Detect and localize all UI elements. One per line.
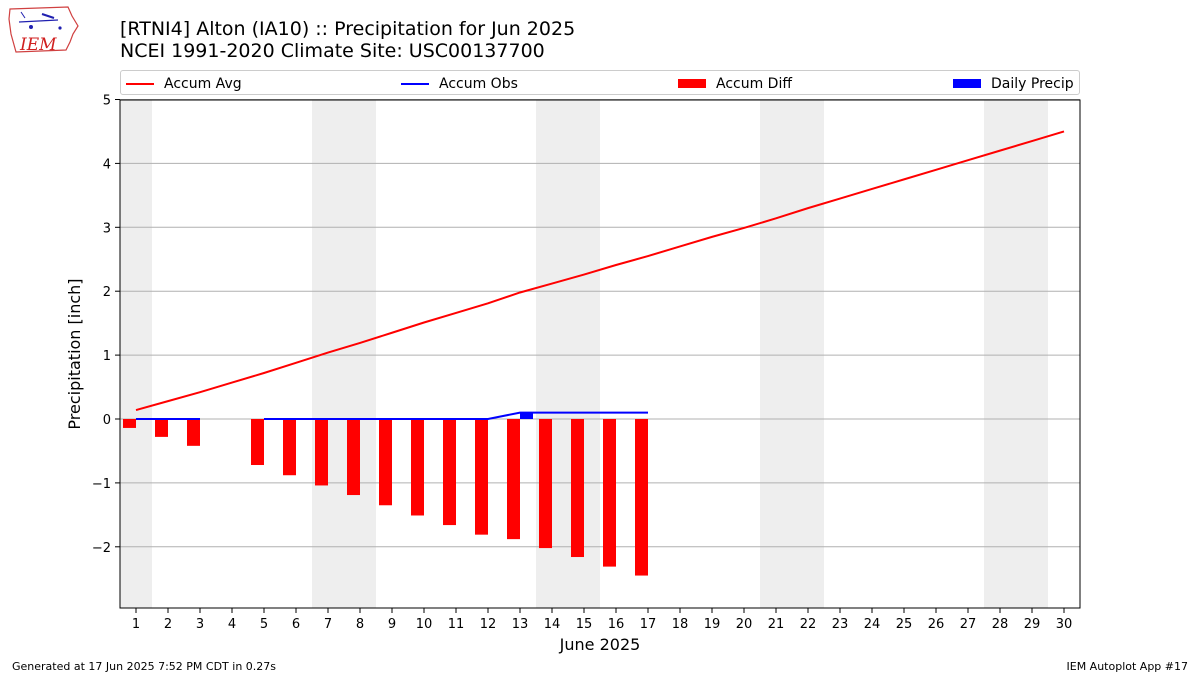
legend-label: Accum Avg bbox=[164, 75, 242, 92]
y-tick-label: 2 bbox=[103, 285, 111, 300]
accum-diff-bar bbox=[603, 419, 616, 567]
y-tick-label: −1 bbox=[92, 477, 111, 492]
x-tick-label: 4 bbox=[228, 617, 236, 632]
y-tick-label: 5 bbox=[103, 94, 111, 109]
chart-title: [RTNI4] Alton (IA10) :: Precipitation fo… bbox=[120, 18, 576, 40]
logo-text: IEM bbox=[19, 35, 57, 55]
accum-diff-bar bbox=[539, 419, 552, 549]
x-tick-label: 18 bbox=[672, 617, 689, 632]
chart-subtitle: NCEI 1991-2020 Climate Site: USC00137700 bbox=[120, 40, 545, 62]
x-tick-label: 10 bbox=[416, 617, 433, 632]
weekend-shading bbox=[120, 100, 1048, 608]
x-tick-label: 27 bbox=[960, 617, 977, 632]
accum-diff-bar bbox=[411, 419, 424, 516]
daily-precip-bars bbox=[520, 412, 533, 419]
x-axis-label: June 2025 bbox=[559, 635, 641, 654]
accum-avg-line bbox=[135, 130, 1065, 412]
accum-diff-bar bbox=[187, 419, 200, 446]
legend-label: Accum Diff bbox=[716, 75, 793, 92]
legend-swatch bbox=[401, 82, 429, 85]
legend-swatch bbox=[678, 79, 706, 88]
x-tick-label: 6 bbox=[292, 617, 300, 632]
legend-item-daily-precip: Daily Precip bbox=[953, 71, 1074, 96]
accum-diff-bar bbox=[443, 419, 456, 526]
x-tick-label: 13 bbox=[512, 617, 529, 632]
x-tick-label: 7 bbox=[324, 617, 332, 632]
legend-swatch bbox=[126, 82, 154, 85]
legend-label: Daily Precip bbox=[991, 75, 1074, 92]
iowa-map-icon: IEM bbox=[8, 6, 79, 55]
legend-item-accum-obs: Accum Obs bbox=[401, 71, 518, 96]
x-tick-label: 11 bbox=[448, 617, 465, 632]
x-tick-label: 5 bbox=[260, 617, 268, 632]
x-tick-label: 3 bbox=[196, 617, 204, 632]
y-tick-label: 1 bbox=[103, 349, 111, 364]
x-tick-label: 8 bbox=[356, 617, 364, 632]
x-tick-label: 19 bbox=[704, 617, 721, 632]
x-tick-label: 23 bbox=[832, 617, 849, 632]
y-tick-label: −2 bbox=[92, 541, 111, 556]
accum-diff-bar bbox=[251, 419, 264, 466]
weekend-band bbox=[984, 100, 1048, 608]
accum-obs-line bbox=[264, 411, 648, 420]
accum-diff-bar bbox=[507, 419, 520, 540]
accum-diff-bar bbox=[123, 419, 136, 428]
iem-logo: IEM bbox=[6, 4, 82, 60]
legend-label: Accum Obs bbox=[439, 75, 518, 92]
y-tick-label: 3 bbox=[103, 221, 111, 236]
x-tick-label: 16 bbox=[608, 617, 625, 632]
x-tick-label: 22 bbox=[800, 617, 817, 632]
accum-diff-bar bbox=[475, 419, 488, 535]
x-tick-label: 21 bbox=[768, 617, 785, 632]
accum-diff-bar bbox=[379, 419, 392, 506]
x-tick-label: 12 bbox=[480, 617, 497, 632]
x-tick-label: 24 bbox=[864, 617, 881, 632]
accum-diff-bar bbox=[347, 419, 360, 496]
x-tick-label: 25 bbox=[896, 617, 913, 632]
x-ticks: 1 2 3 4 5 6 7 8 9 10 11 12 13 14 15 16 17 18 19 20 21 22 23 24 2… bbox=[132, 608, 1072, 632]
weekend-band bbox=[120, 100, 152, 608]
x-tick-label: 9 bbox=[388, 617, 396, 632]
y-tick-label: 0 bbox=[103, 413, 111, 428]
accum-diff-bar bbox=[571, 419, 584, 558]
y-ticks: −2 −1 0 1 2 3 4 5 bbox=[92, 94, 120, 556]
x-tick-label: 1 bbox=[132, 617, 140, 632]
x-tick-label: 14 bbox=[544, 617, 561, 632]
y-tick-label: 4 bbox=[103, 157, 111, 172]
y-axis-label: Precipitation [inch] bbox=[65, 278, 84, 429]
x-tick-label: 15 bbox=[576, 617, 593, 632]
accum-diff-bar bbox=[283, 419, 296, 476]
accum-diff-bar bbox=[315, 419, 328, 486]
accum-diff-bar bbox=[155, 419, 168, 437]
x-tick-label: 2 bbox=[164, 617, 172, 632]
accum-diff-bars bbox=[123, 419, 648, 576]
x-tick-label: 28 bbox=[992, 617, 1009, 632]
x-tick-label: 17 bbox=[640, 617, 657, 632]
x-tick-label: 26 bbox=[928, 617, 945, 632]
plot-frame bbox=[119, 99, 1081, 609]
legend-swatch bbox=[953, 79, 981, 88]
footer-app-text: IEM Autoplot App #17 bbox=[1066, 660, 1189, 673]
daily-precip-bar bbox=[520, 412, 533, 419]
legend-item-accum-avg: Accum Avg bbox=[126, 71, 242, 96]
footer-generated-text: Generated at 17 Jun 2025 7:52 PM CDT in … bbox=[12, 660, 277, 673]
x-tick-label: 29 bbox=[1024, 617, 1041, 632]
legend-item-accum-diff: Accum Diff bbox=[678, 71, 792, 96]
x-tick-label: 20 bbox=[736, 617, 753, 632]
accum-diff-bar bbox=[635, 419, 648, 576]
accum-lines bbox=[135, 130, 1065, 420]
x-tick-label: 30 bbox=[1056, 617, 1073, 632]
weekend-band bbox=[760, 100, 824, 608]
legend: Accum Avg Accum Obs Accum Diff Daily Pre… bbox=[120, 70, 1080, 95]
